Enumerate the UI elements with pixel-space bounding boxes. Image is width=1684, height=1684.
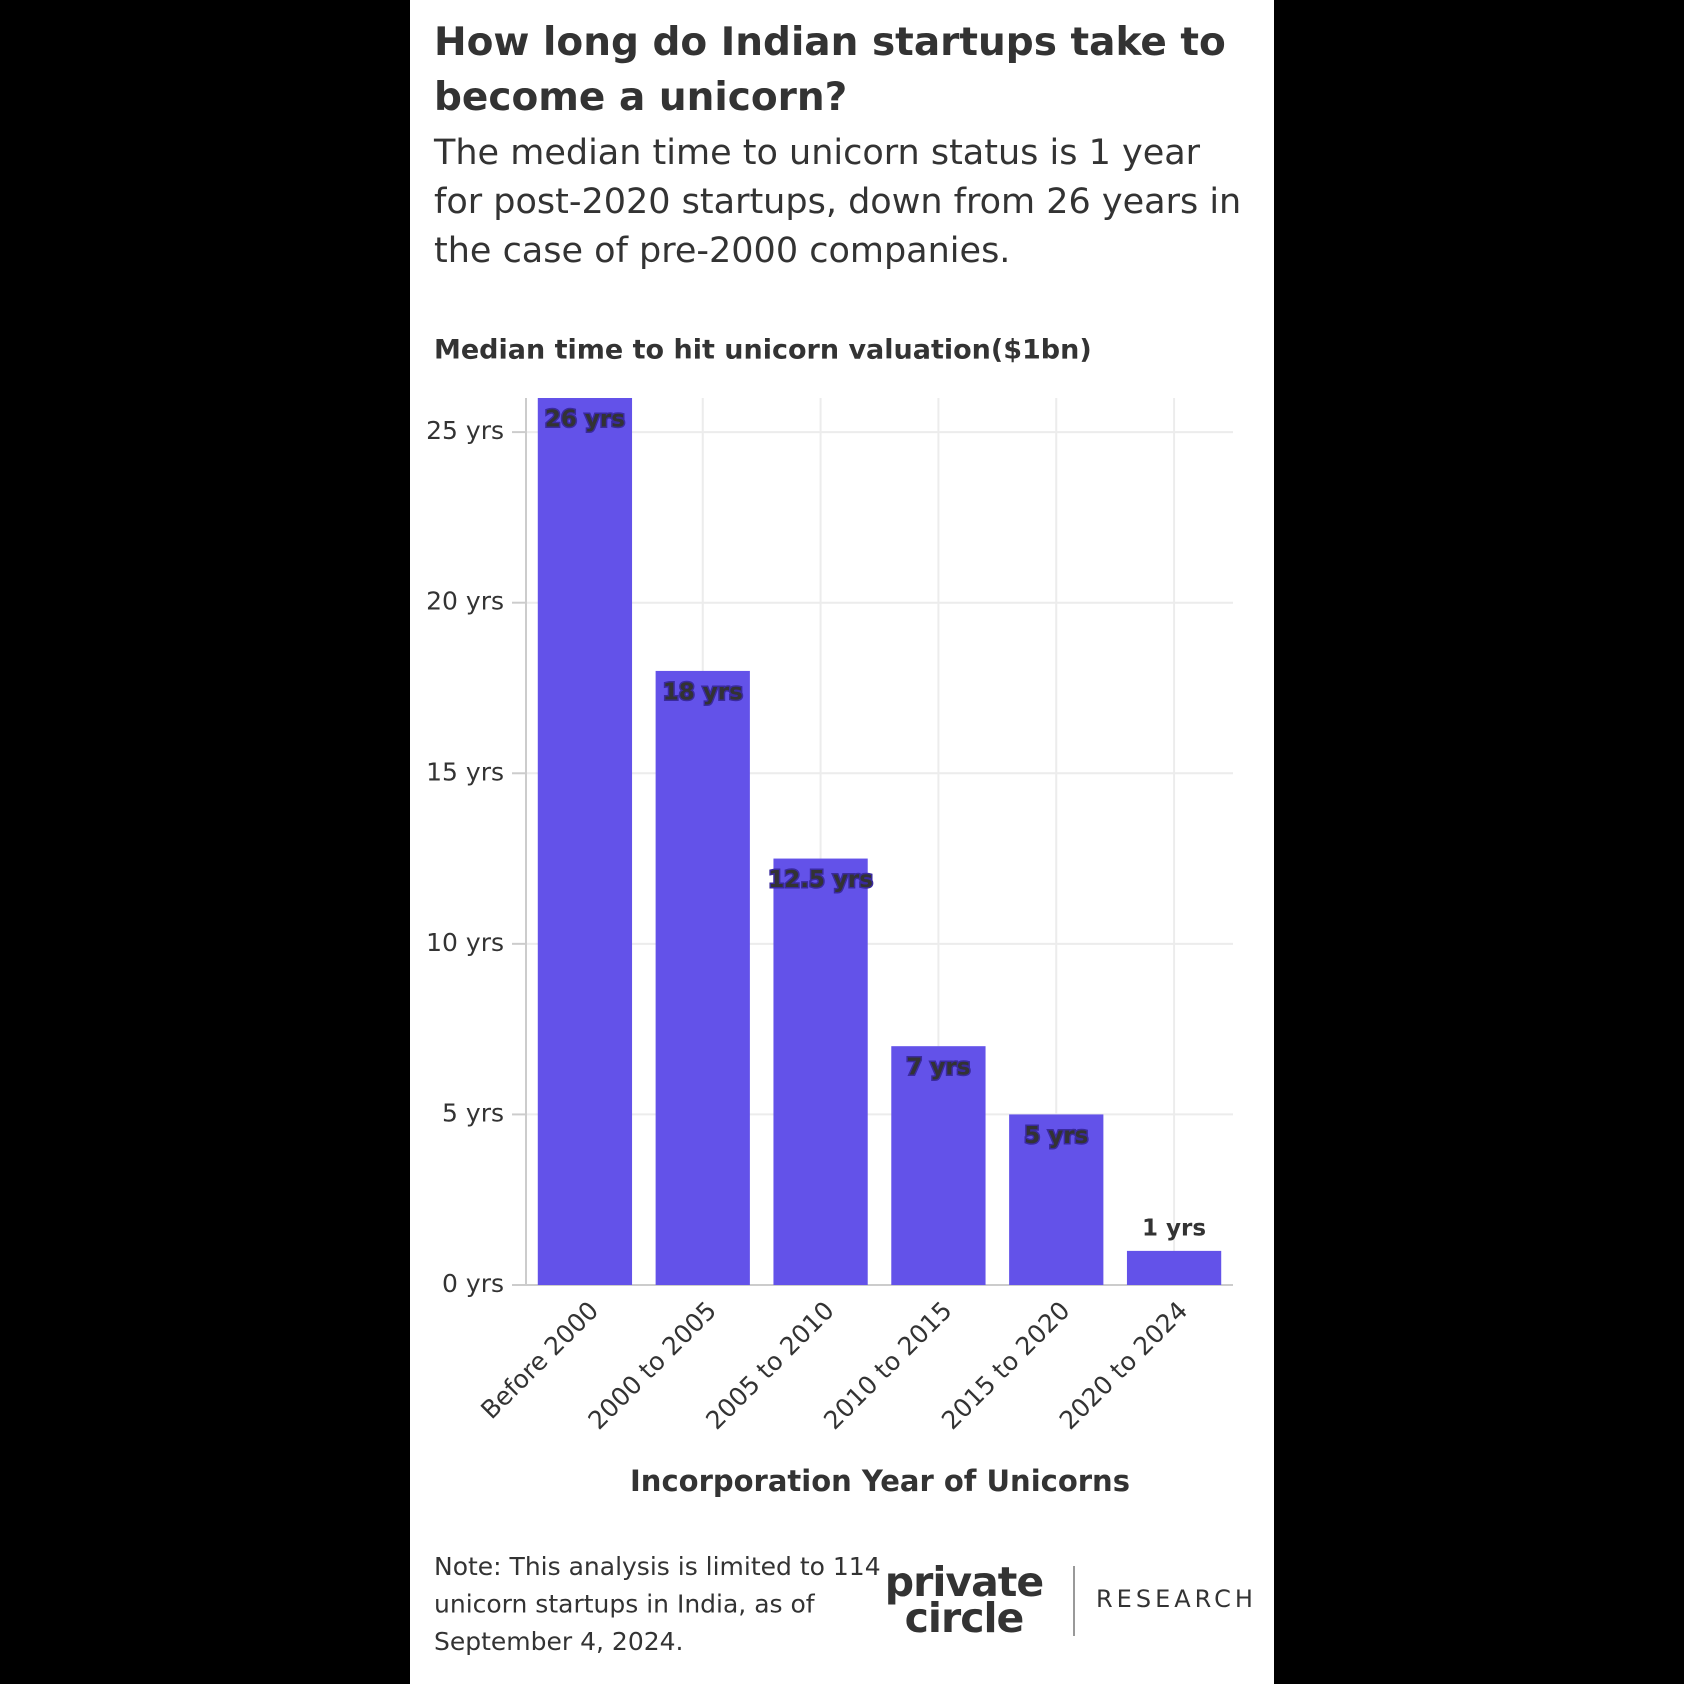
y-tick-label: 20 yrs bbox=[426, 587, 504, 616]
data-label: 5 yrs bbox=[1024, 1123, 1088, 1149]
bar bbox=[655, 670, 750, 1285]
data-label: 1 yrs bbox=[1142, 1215, 1206, 1241]
bar bbox=[537, 398, 633, 1285]
note: Note: This analysis is limited to 114 bbox=[434, 1552, 881, 1581]
data-label: 26 yrs bbox=[545, 407, 625, 433]
data-label: 18 yrs bbox=[663, 679, 743, 705]
x-axis-title: Incorporation Year of Unicorns bbox=[630, 1464, 1130, 1498]
y-tick-label: 25 yrs bbox=[426, 416, 504, 445]
y-axis-title: Median time to hit unicorn valuation($1b… bbox=[434, 335, 1092, 366]
logo-sub: RESEARCH bbox=[1096, 1585, 1257, 1613]
bar bbox=[891, 1046, 986, 1285]
bar bbox=[1009, 1114, 1104, 1285]
note: September 4, 2024. bbox=[434, 1627, 684, 1656]
logo: private bbox=[885, 1558, 1043, 1606]
logo: circle bbox=[905, 1594, 1024, 1642]
data-label: 7 yrs bbox=[906, 1055, 970, 1081]
bar bbox=[773, 858, 868, 1285]
note: unicorn startups in India, as of bbox=[434, 1590, 816, 1619]
subtitle: The median time to unicorn status is 1 y… bbox=[433, 133, 1241, 271]
y-tick-label: 0 yrs bbox=[442, 1269, 504, 1298]
title: How long do Indian startups take to becom… bbox=[434, 20, 1226, 120]
y-tick-label: 10 yrs bbox=[426, 928, 504, 957]
y-tick-label: 15 yrs bbox=[426, 757, 504, 786]
y-tick-label: 5 yrs bbox=[442, 1098, 504, 1127]
data-label: 12.5 yrs bbox=[768, 867, 873, 893]
bar bbox=[1126, 1250, 1222, 1285]
